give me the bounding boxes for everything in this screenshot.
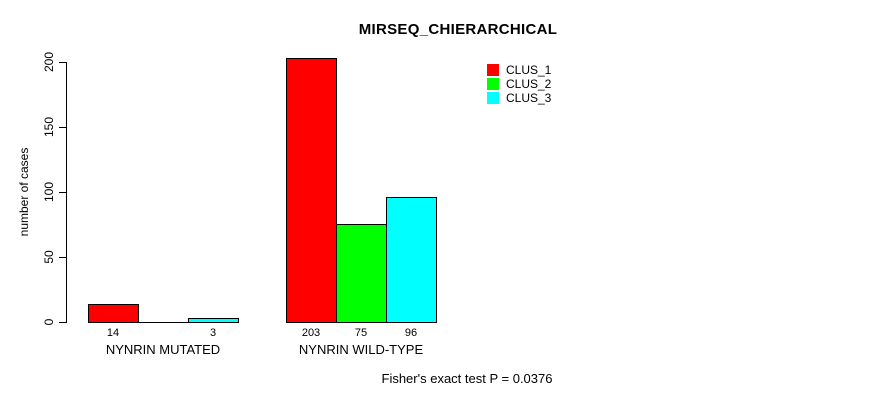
bar-value-label: 96 — [404, 327, 418, 339]
y-tick — [59, 322, 67, 323]
legend-item: CLUS_3 — [487, 91, 551, 105]
legend-label: CLUS_3 — [506, 91, 552, 105]
chart-title: MIRSEQ_CHIERARCHICAL — [358, 21, 558, 38]
legend-label: CLUS_1 — [506, 63, 552, 77]
y-tick-label: 100 — [42, 181, 56, 203]
y-axis-title: number of cases — [17, 147, 31, 237]
bar-clus_2-1-zero — [138, 322, 189, 323]
y-tick — [59, 257, 67, 258]
bar-clus_1-1 — [88, 304, 139, 323]
bar-value-label: 3 — [209, 327, 217, 339]
y-tick-label: 50 — [42, 250, 56, 264]
legend: CLUS_1 CLUS_2 CLUS_3 — [487, 63, 551, 105]
y-tick-label: 200 — [42, 51, 56, 73]
group-label-1: NYNRIN MUTATED — [105, 342, 221, 357]
legend-item: CLUS_1 — [487, 63, 551, 77]
y-tick — [59, 127, 67, 128]
bar-value-label: 203 — [301, 327, 321, 339]
y-tick-label: 150 — [42, 116, 56, 138]
y-tick — [59, 192, 67, 193]
bar-clus_3-2 — [386, 197, 437, 323]
legend-swatch-icon — [487, 78, 499, 90]
legend-item: CLUS_2 — [487, 77, 551, 91]
bar-clus_3-1 — [188, 318, 239, 323]
bar-value-label: 75 — [354, 327, 368, 339]
legend-swatch-icon — [487, 92, 499, 104]
group-label-2: NYNRIN WILD-TYPE — [298, 342, 424, 357]
legend-swatch-icon — [487, 64, 499, 76]
legend-label: CLUS_2 — [506, 77, 552, 91]
y-tick-label: 0 — [42, 318, 56, 326]
bar-value-label: 14 — [106, 327, 120, 339]
bar-clus_1-2 — [286, 58, 337, 323]
y-tick — [59, 62, 67, 63]
bar-clus_2-2 — [336, 224, 387, 323]
footer-note: Fisher's exact test P = 0.0376 — [381, 371, 553, 386]
